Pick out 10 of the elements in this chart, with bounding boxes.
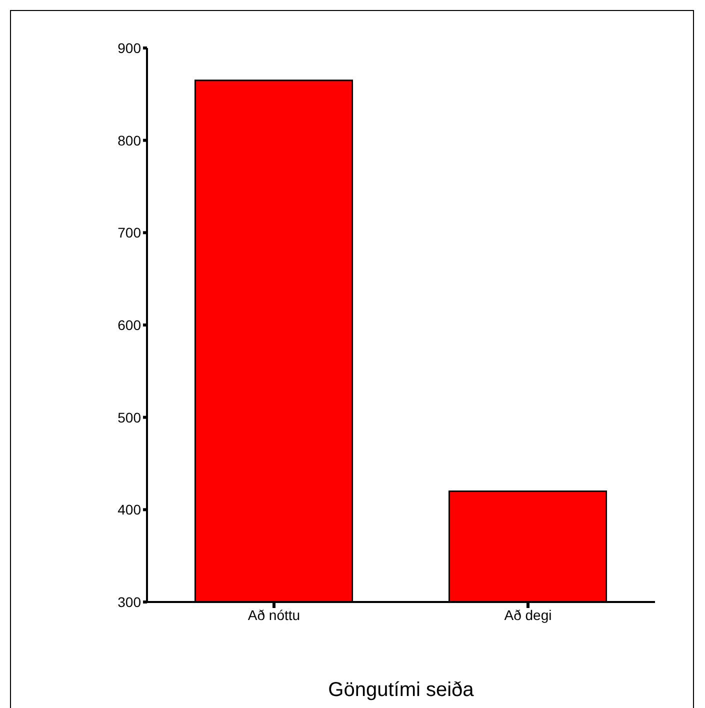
y-tick-label: 400 — [118, 502, 142, 518]
y-tick-label: 300 — [118, 594, 142, 610]
y-tick-label: 500 — [118, 409, 142, 426]
x-tick-label: Að nóttu — [248, 606, 300, 623]
y-tick-label: 600 — [118, 316, 142, 333]
y-tick-label: 800 — [118, 132, 142, 148]
x-tick-label: Að degi — [504, 606, 552, 623]
x-axis-title: Göngutími seiða — [328, 679, 475, 701]
y-tick-label: 900 — [118, 40, 142, 56]
y-tick-label: 700 — [118, 224, 142, 241]
